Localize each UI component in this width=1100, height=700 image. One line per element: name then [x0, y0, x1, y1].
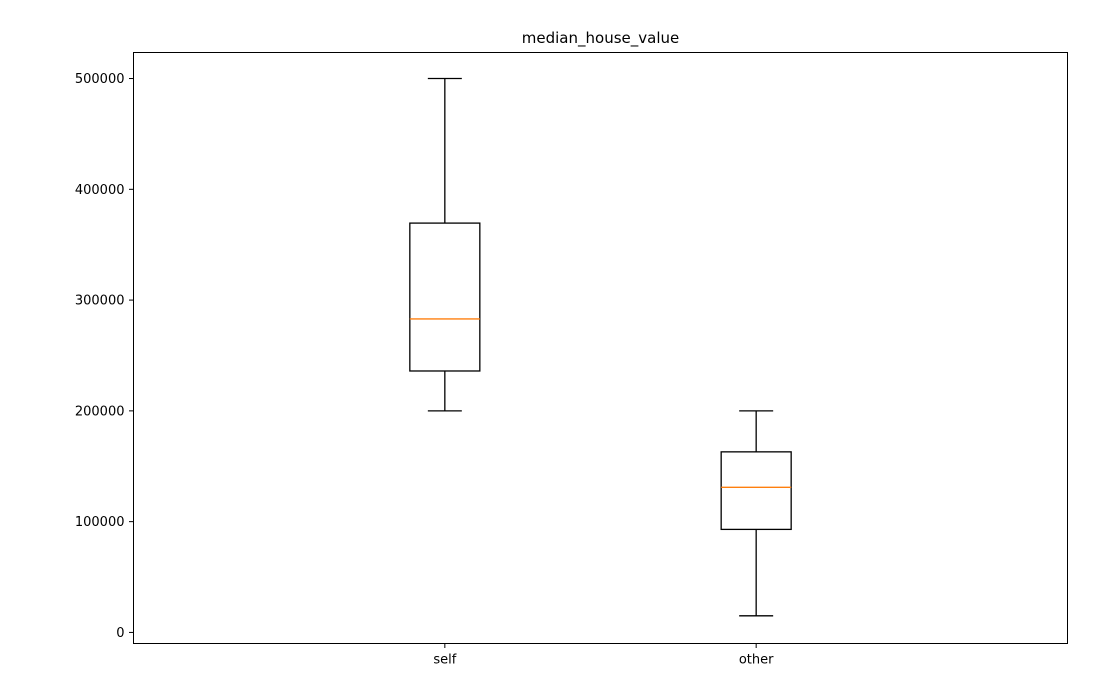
x-tick-label: other — [739, 653, 774, 668]
y-tick-label: 0 — [116, 626, 124, 641]
y-tick-label: 300000 — [75, 294, 125, 309]
y-tick-label: 200000 — [75, 404, 125, 419]
chart-title: median_house_value — [522, 29, 679, 48]
box-other — [720, 410, 792, 617]
boxes — [409, 77, 792, 617]
iqr-box — [409, 222, 481, 372]
box-self — [409, 77, 481, 412]
iqr-box — [720, 451, 792, 531]
x-tick-label: self — [433, 653, 456, 668]
y-tick-label: 500000 — [75, 72, 125, 87]
y-tick-label: 100000 — [75, 515, 125, 530]
plot-frame — [133, 52, 1068, 644]
y-tick-label: 400000 — [75, 183, 125, 198]
y-axis: 0 100000 200000 300000 400000 500000 — [75, 72, 134, 641]
x-axis: self other — [433, 643, 774, 668]
